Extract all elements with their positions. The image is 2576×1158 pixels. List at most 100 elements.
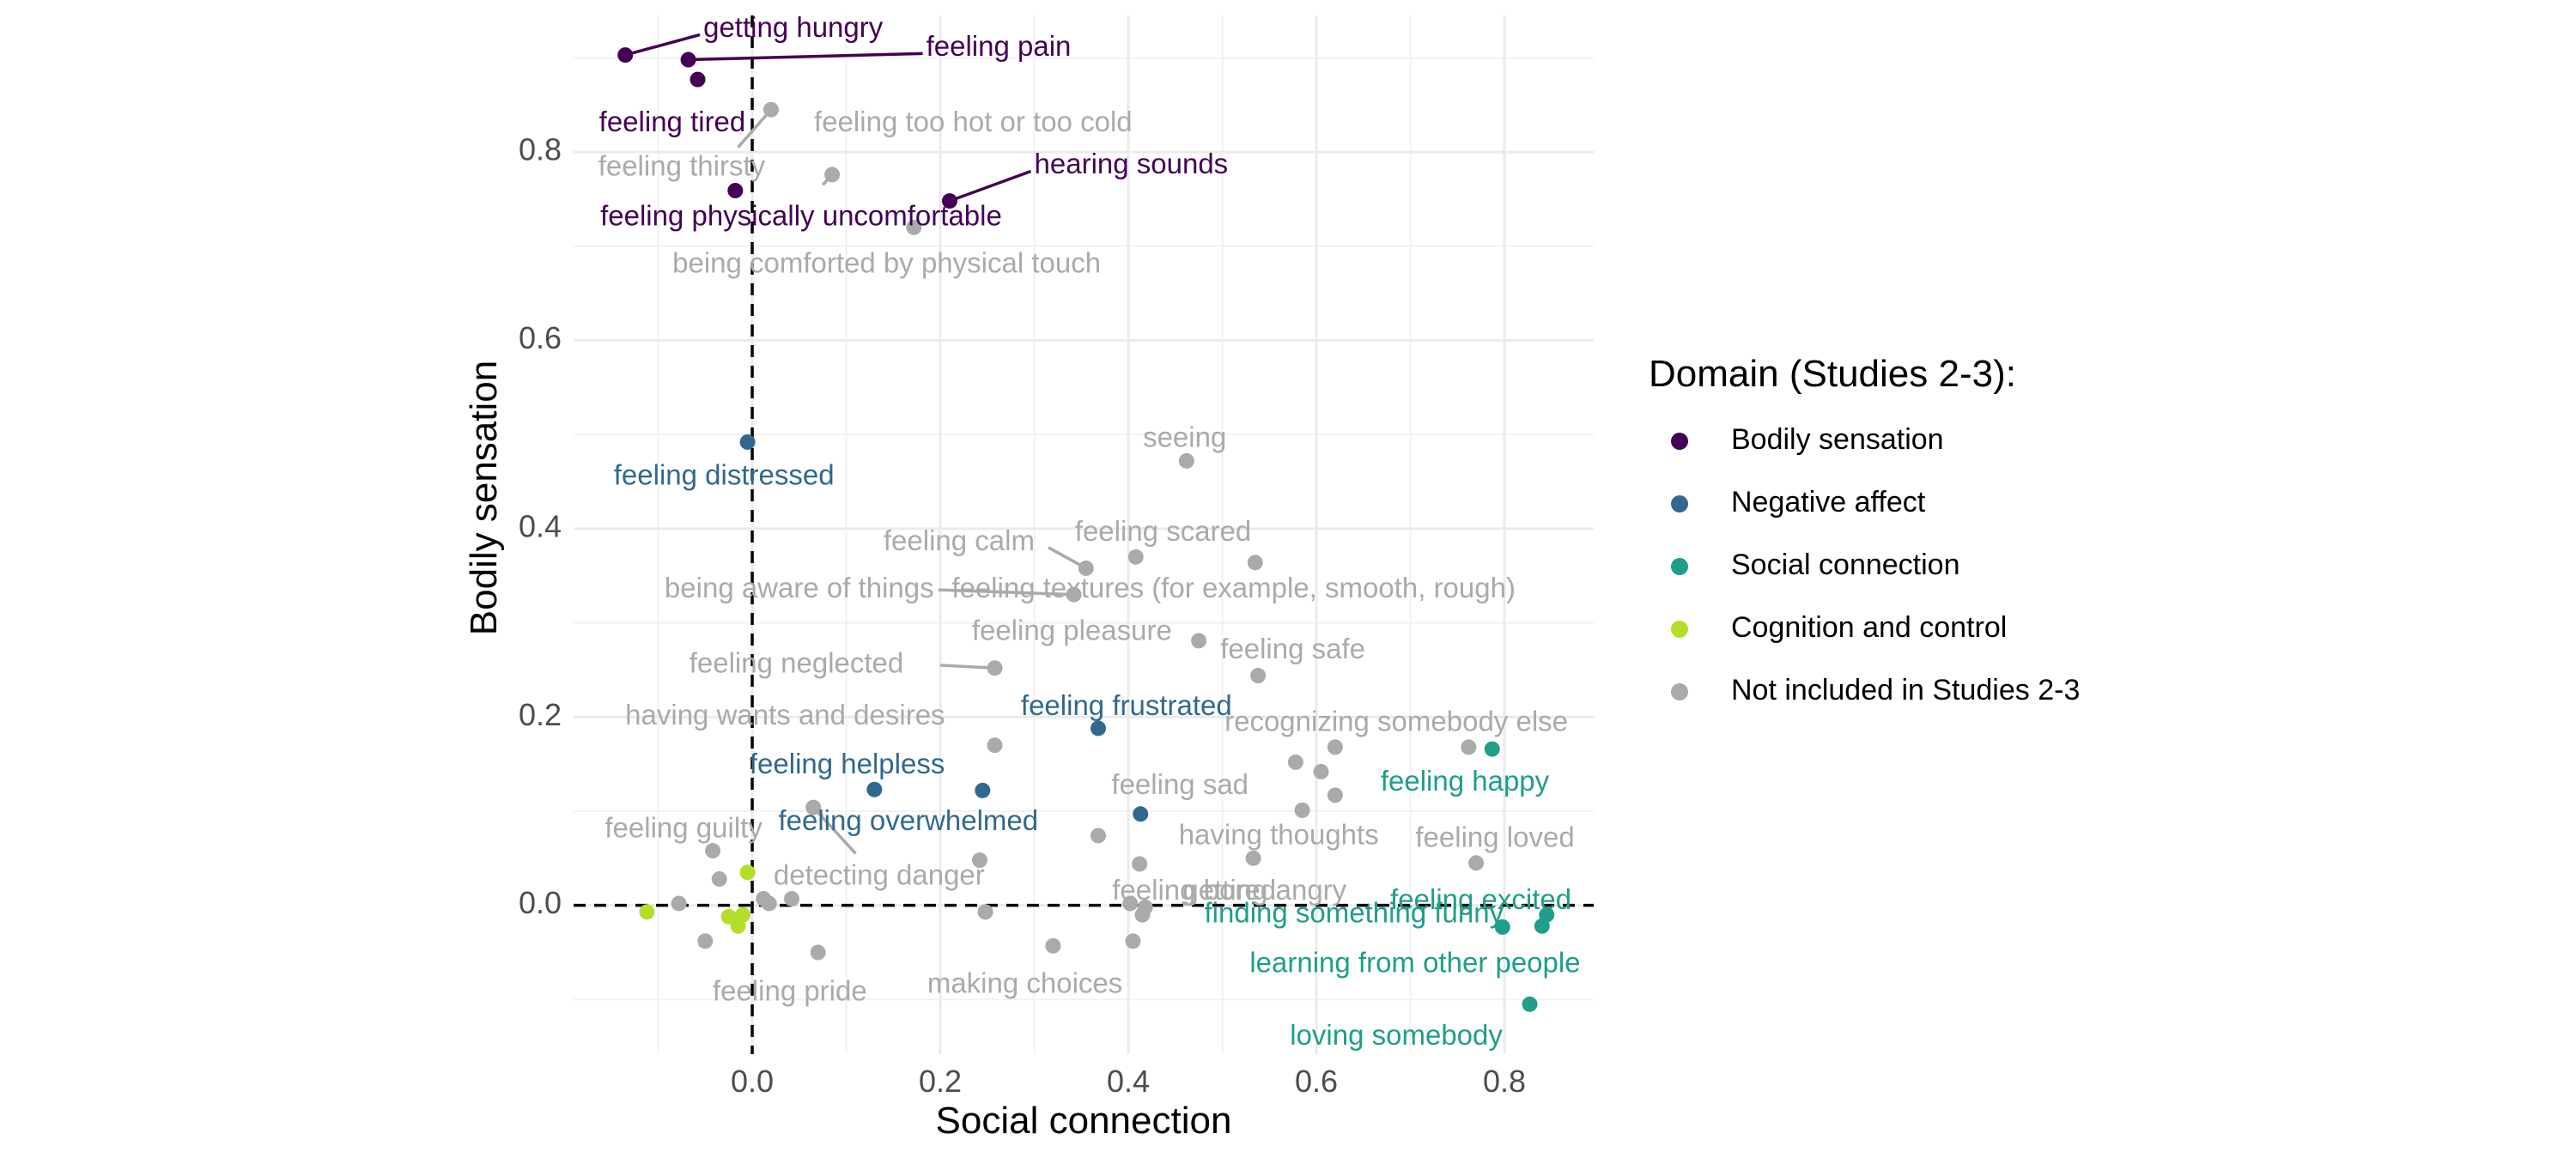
point-label: finding something funny	[1205, 896, 1504, 928]
x-tick-label: 0.0	[731, 1064, 774, 1099]
scatter-point	[1245, 850, 1261, 866]
scatter-point	[906, 219, 922, 235]
label-connector	[688, 52, 923, 62]
y-tick-label: 0.4	[519, 508, 562, 543]
scatter-point	[824, 167, 841, 183]
point-label: feeling excited	[1390, 883, 1571, 915]
scatter-point	[972, 852, 988, 869]
scatter-point	[1125, 933, 1141, 949]
x-tick-label: 0.8	[1483, 1064, 1526, 1099]
point-label: feeling guilty	[605, 812, 762, 844]
legend-label-other: Not included in Studies 2-3	[1731, 674, 2080, 706]
scatter-point	[727, 183, 744, 199]
point-label: feeling frustrated	[1021, 689, 1232, 721]
scatter-point	[1494, 919, 1510, 935]
scatter-point	[739, 864, 756, 881]
scatter-point	[1327, 787, 1343, 803]
x-axis-ticks: 0.0 0.2 0.4 0.6 0.8	[731, 1064, 1526, 1099]
scatter-point	[1090, 828, 1106, 844]
point-label: learning from other people	[1249, 947, 1580, 979]
x-tick-label: 0.2	[919, 1064, 962, 1099]
point-label: feeling bored	[1112, 874, 1276, 906]
scatter-point	[1522, 996, 1538, 1012]
label-connector	[737, 108, 773, 149]
y-axis-ticks: 0.0 0.2 0.4 0.6 0.8	[519, 132, 562, 921]
scatter-point	[1178, 452, 1194, 469]
point-label: making choices	[927, 967, 1122, 999]
legend-key-negative	[1671, 495, 1688, 512]
legend-title: Domain (Studies 2-3):	[1649, 353, 2016, 395]
legend: Domain (Studies 2-3): Bodily sensation Ne…	[1649, 353, 2080, 706]
scatter-point	[705, 843, 721, 859]
point-label: feeling helpless	[750, 748, 945, 779]
scatter-point	[1484, 741, 1500, 757]
y-tick-label: 0.6	[519, 320, 562, 355]
scatter-point	[977, 904, 993, 920]
point-label: loving somebody	[1290, 1019, 1503, 1051]
scatter-point	[987, 737, 1003, 754]
scatter-point	[761, 895, 777, 912]
scatter-point	[1132, 856, 1148, 872]
scatter-point	[805, 799, 822, 815]
point-label: feeling calm	[884, 524, 1035, 556]
scatter-point	[810, 944, 826, 961]
scatter-point	[1090, 720, 1106, 737]
scatter-point	[866, 781, 883, 797]
y-tick-label: 0.2	[519, 697, 562, 732]
point-label: hearing sounds	[1035, 148, 1229, 179]
scatter-point	[1078, 560, 1094, 576]
point-label: feeling pain	[927, 30, 1072, 62]
point-label: feeling pleasure	[972, 614, 1172, 646]
scatter-point	[1534, 918, 1550, 934]
point-label: feeling overwhelmed	[778, 804, 1038, 836]
scatter-point	[1133, 806, 1149, 822]
scatter-point	[697, 933, 714, 949]
scatter-point	[1327, 739, 1343, 755]
x-axis-title: Social connection	[936, 1100, 1232, 1142]
scatter-point	[739, 433, 756, 450]
legend-label-negative: Negative affect	[1731, 486, 1926, 518]
point-label: getting angry	[1182, 874, 1346, 906]
y-axis-title: Bodily sensation	[463, 361, 505, 635]
point-label: detecting danger	[774, 858, 985, 890]
data-points	[617, 47, 1555, 1012]
scatter-point	[617, 47, 634, 64]
scatter-point	[1122, 895, 1139, 912]
point-label: seeing	[1143, 421, 1226, 452]
legend-key-other	[1671, 683, 1688, 700]
point-label: feeling pride	[713, 974, 867, 1006]
point-label: getting hungry	[703, 11, 884, 43]
scatter-point	[671, 895, 687, 912]
y-tick-label: 0.0	[519, 885, 562, 920]
scatter-point	[680, 52, 696, 68]
legend-key-social	[1671, 558, 1688, 575]
label-connector	[939, 664, 995, 670]
reference-lines	[574, 15, 1594, 1054]
point-label: feeling textures (for example, smooth, r…	[951, 572, 1516, 603]
scatter-point	[1250, 668, 1267, 684]
point-label: feeling physically uncomfortable	[600, 200, 1002, 232]
label-connector	[938, 588, 1074, 597]
legend-key-cognition	[1671, 621, 1688, 638]
scatter-point	[1066, 586, 1082, 603]
point-label: feeling sad	[1111, 768, 1249, 800]
scatter-point	[720, 908, 737, 925]
legend-label-cognition: Cognition and control	[1731, 611, 2007, 644]
point-label: recognizing somebody else	[1224, 706, 1568, 737]
scatter-point	[1468, 855, 1485, 871]
scatter-point	[975, 782, 991, 798]
scatter-point	[730, 918, 746, 934]
scatter-point	[784, 890, 800, 906]
legend-label-social: Social connection	[1731, 549, 1960, 581]
y-tick-label: 0.8	[519, 132, 562, 167]
point-label: feeling scared	[1075, 515, 1251, 547]
scatter-point	[1313, 763, 1329, 779]
x-tick-label: 0.4	[1107, 1064, 1150, 1099]
point-label: feeling too hot or too cold	[814, 106, 1133, 137]
scatter-point	[1045, 937, 1061, 954]
scatter-point	[1127, 549, 1144, 565]
x-tick-label: 0.6	[1295, 1064, 1338, 1099]
point-label: feeling tired	[599, 106, 746, 137]
scatter-point	[941, 193, 957, 209]
